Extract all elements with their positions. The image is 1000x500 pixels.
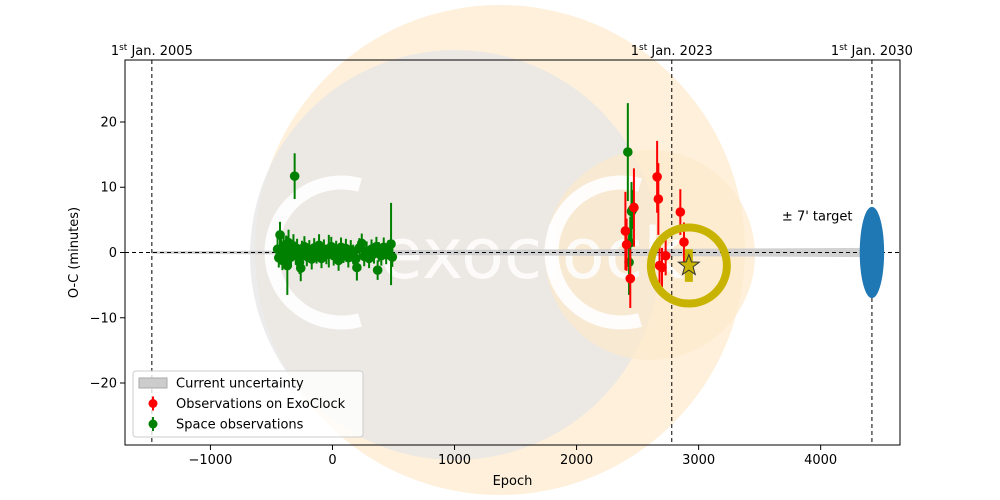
data-point [352, 262, 362, 273]
data-point [386, 239, 396, 249]
data-point [275, 230, 285, 240]
date-label-text: Jan. 2005 [127, 44, 193, 59]
data-point [623, 147, 633, 157]
y-tick-label: 0 [109, 246, 117, 261]
x-tick-label: 4000 [804, 453, 837, 468]
data-point [282, 260, 293, 271]
prediction-star [676, 253, 701, 276]
date-label-day: 1 [831, 44, 839, 59]
legend: Current uncertainty Observations on ExoCl… [132, 370, 364, 438]
date-label-text: Jan. 2023 [647, 44, 713, 59]
plot-inner [125, 60, 900, 445]
data-point [295, 263, 306, 273]
x-axis-label: Epoch [493, 474, 533, 489]
legend-swatch [138, 377, 168, 389]
data-point [356, 238, 367, 249]
date-label-day: 1 [631, 44, 639, 59]
x-tick-label: 1000 [438, 453, 471, 468]
legend-label: Observations on ExoClock [176, 397, 346, 412]
x-tick-label: 3000 [682, 453, 715, 468]
target-ellipse [859, 206, 885, 299]
date-label-sup: st [839, 43, 848, 53]
date-label-sup: st [639, 43, 648, 53]
data-point [660, 250, 671, 261]
date-label-sup: st [119, 43, 128, 53]
y-axis-label: O-C (minutes) [67, 207, 82, 298]
data-point [629, 202, 639, 213]
date-label-text: Jan. 2030 [847, 44, 913, 59]
prediction-ring [646, 223, 731, 308]
date-label: 1st Jan. 2023 [631, 43, 713, 59]
legend-box [132, 370, 364, 438]
data-point [625, 273, 636, 284]
date-label-day: 1 [111, 44, 119, 59]
x-tick-label: −1000 [188, 453, 232, 468]
y-tick-label: 20 [100, 115, 117, 130]
legend-label: Current uncertainty [176, 377, 304, 392]
date-label: 1st Jan. 2030 [831, 43, 913, 59]
data-point [387, 252, 398, 262]
data-point [652, 172, 662, 182]
y-tick-label: 10 [100, 181, 117, 196]
x-tick-label: 2000 [560, 453, 593, 468]
legend-label: Space observations [176, 418, 304, 433]
data-point [372, 265, 383, 275]
data-point [657, 262, 667, 273]
data-point [653, 194, 664, 204]
data-point [620, 226, 631, 236]
x-tick-label: 0 [328, 453, 336, 468]
legend-swatch-marker [148, 399, 158, 408]
data-point [350, 254, 361, 264]
data-point [333, 255, 344, 266]
y-tick-label: −10 [90, 311, 117, 326]
target-label: ± 7' target [782, 210, 853, 225]
y-tick-label: −20 [90, 377, 117, 392]
legend-swatch-marker [148, 419, 158, 429]
data-point [675, 207, 686, 217]
date-label: 1st Jan. 2005 [111, 43, 193, 59]
data-point [621, 239, 632, 250]
data-point [289, 171, 300, 181]
data-point [679, 237, 689, 247]
